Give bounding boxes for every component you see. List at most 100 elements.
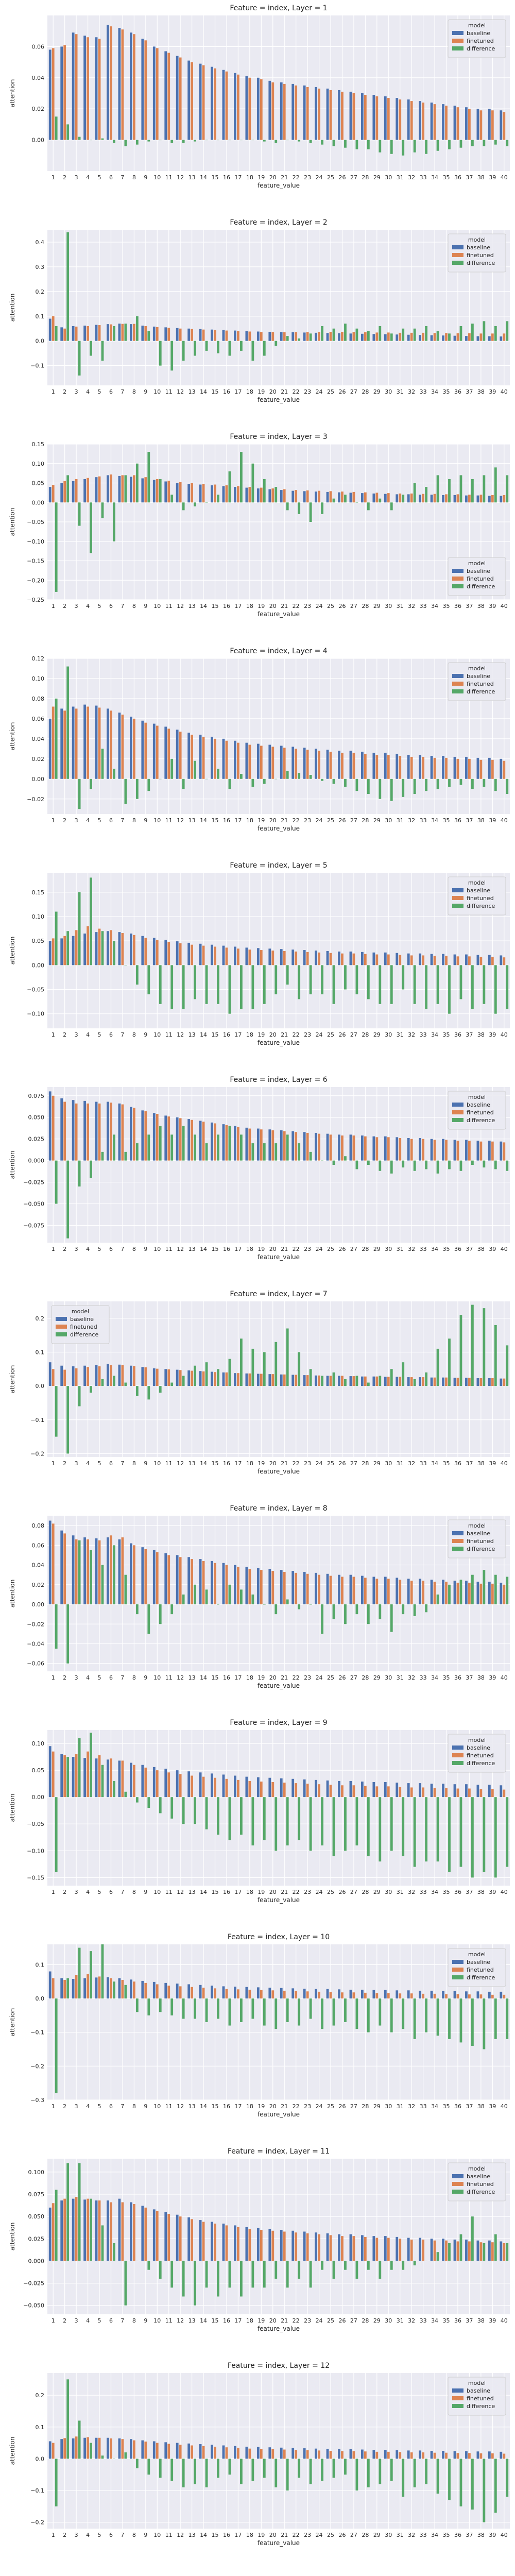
bar-difference bbox=[170, 965, 174, 1009]
x-tick-label: 35 bbox=[443, 2317, 450, 2324]
bar-finetuned bbox=[387, 755, 390, 779]
bar-difference bbox=[274, 1797, 278, 1851]
bar-finetuned bbox=[503, 1378, 506, 1386]
x-tick-label: 24 bbox=[316, 388, 323, 395]
bar-baseline bbox=[118, 1978, 121, 1999]
x-tick-label: 8 bbox=[132, 603, 136, 609]
bar-finetuned bbox=[422, 1377, 425, 1386]
chart-panel-12: Feature = index, Layer = 12−0.2−0.10.00.… bbox=[9, 2362, 510, 2547]
bar-baseline bbox=[384, 494, 387, 503]
bar-difference bbox=[332, 2459, 335, 2478]
bar-difference bbox=[494, 1797, 497, 1878]
bar-difference bbox=[390, 1160, 393, 1174]
bar-baseline bbox=[234, 1987, 236, 1999]
bar-difference bbox=[170, 758, 174, 779]
bar-difference bbox=[217, 2261, 219, 2297]
bar-finetuned bbox=[468, 1141, 471, 1161]
bar-difference bbox=[240, 1998, 243, 2022]
bar-baseline bbox=[372, 95, 375, 140]
y-tick-label: 0.02 bbox=[32, 756, 45, 762]
bar-difference bbox=[170, 2261, 174, 2288]
bar-difference bbox=[506, 475, 509, 503]
bar-baseline bbox=[360, 952, 364, 965]
bar-baseline bbox=[72, 2438, 75, 2459]
bar-finetuned bbox=[271, 951, 274, 965]
x-tick-label: 1 bbox=[52, 1460, 55, 1467]
x-tick-label: 11 bbox=[165, 603, 173, 609]
bar-baseline bbox=[118, 476, 121, 503]
bar-finetuned bbox=[110, 26, 112, 140]
bar-finetuned bbox=[121, 715, 124, 779]
x-tick-label: 15 bbox=[212, 603, 219, 609]
bar-finetuned bbox=[295, 951, 298, 965]
bar-finetuned bbox=[503, 2243, 506, 2261]
x-tick-label: 6 bbox=[109, 1246, 113, 1252]
legend-swatch-difference bbox=[452, 1761, 464, 1765]
x-tick-label: 5 bbox=[98, 2317, 101, 2324]
bar-baseline bbox=[245, 487, 248, 503]
x-tick-label: 31 bbox=[397, 1889, 404, 1895]
bar-difference bbox=[55, 1797, 58, 1872]
x-tick-label: 4 bbox=[86, 2103, 90, 2110]
x-tick-label: 27 bbox=[350, 2532, 357, 2538]
bar-finetuned bbox=[156, 1984, 159, 1999]
bar-baseline bbox=[315, 1989, 317, 1999]
bar-difference bbox=[274, 2459, 278, 2487]
x-tick-label: 15 bbox=[212, 1674, 219, 1681]
bar-finetuned bbox=[283, 1131, 286, 1161]
bar-difference bbox=[90, 1386, 92, 1393]
bar-difference bbox=[471, 965, 474, 1009]
bar-finetuned bbox=[375, 1376, 379, 1386]
bar-finetuned bbox=[399, 332, 402, 341]
bar-baseline bbox=[315, 1572, 317, 1605]
x-tick-label: 3 bbox=[75, 388, 78, 395]
x-tick-label: 34 bbox=[431, 1889, 438, 1895]
bar-difference bbox=[286, 502, 289, 511]
bar-finetuned bbox=[283, 489, 286, 503]
bar-baseline bbox=[245, 947, 248, 965]
bar-baseline bbox=[500, 110, 503, 140]
bar-finetuned bbox=[237, 1989, 239, 1999]
x-tick-label: 30 bbox=[385, 2103, 392, 2110]
y-tick-label: 0.100 bbox=[28, 2169, 45, 2176]
bar-finetuned bbox=[329, 1785, 332, 1798]
bar-baseline bbox=[476, 757, 479, 779]
bar-finetuned bbox=[271, 1571, 274, 1605]
x-tick-label: 13 bbox=[188, 2317, 196, 2324]
bar-finetuned bbox=[341, 331, 344, 341]
x-tick-label: 33 bbox=[420, 1031, 427, 1038]
bar-baseline bbox=[349, 1134, 352, 1161]
bar-baseline bbox=[222, 1563, 225, 1605]
chart-title: Feature = index, Layer = 11 bbox=[228, 2147, 330, 2156]
bar-finetuned bbox=[52, 1978, 55, 1999]
bar-finetuned bbox=[121, 475, 124, 503]
legend-swatch-finetuned bbox=[56, 1325, 67, 1329]
legend-label-baseline: baseline bbox=[467, 673, 490, 680]
bar-difference bbox=[66, 1757, 70, 1798]
bar-difference bbox=[379, 1604, 382, 1619]
bar-finetuned bbox=[341, 2451, 344, 2459]
legend-swatch-baseline bbox=[452, 569, 464, 573]
bar-finetuned bbox=[468, 1788, 471, 1798]
bar-difference bbox=[182, 965, 185, 1009]
bar-baseline bbox=[83, 1537, 86, 1605]
x-tick-label: 19 bbox=[258, 1460, 265, 1467]
bar-difference bbox=[494, 2459, 497, 2513]
bar-baseline bbox=[164, 327, 167, 341]
bar-difference bbox=[390, 1369, 393, 1386]
legend-swatch-difference bbox=[56, 1332, 67, 1336]
x-tick-label: 14 bbox=[200, 1674, 207, 1681]
bar-baseline bbox=[396, 1783, 399, 1798]
x-tick-label: 18 bbox=[246, 603, 253, 609]
bar-baseline bbox=[141, 936, 144, 965]
bar-difference bbox=[90, 140, 92, 141]
plot-area bbox=[47, 15, 510, 171]
x-tick-label: 9 bbox=[144, 1889, 147, 1895]
bar-finetuned bbox=[63, 2438, 66, 2459]
bar-difference bbox=[78, 502, 81, 526]
bar-baseline bbox=[129, 1762, 132, 1798]
bar-finetuned bbox=[98, 1103, 101, 1161]
